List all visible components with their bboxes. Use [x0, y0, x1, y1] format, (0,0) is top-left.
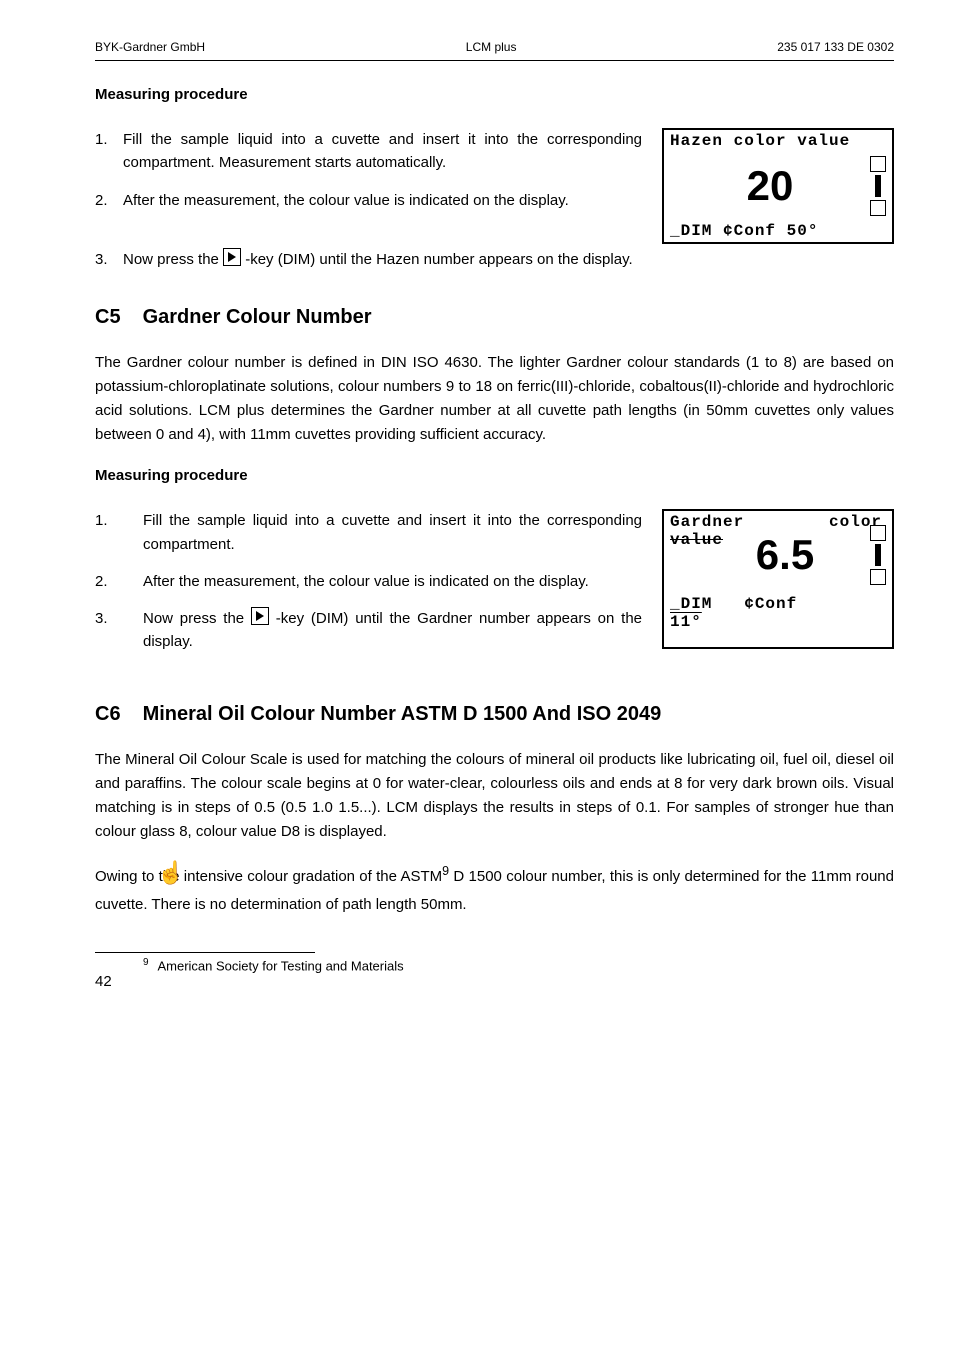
section-heading-c6: C6 Mineral Oil Colour Number ASTM D 1500…: [95, 703, 894, 726]
scroll-indicator: [870, 525, 886, 585]
lcd-footer: _DIM ¢Conf 50°: [670, 222, 886, 240]
scroll-box-icon: [870, 156, 886, 172]
lcd-title: Hazen color value: [670, 132, 886, 150]
list-number: 2.: [95, 570, 143, 593]
lcd-value: 20: [670, 162, 870, 210]
list-number: 3.: [95, 607, 143, 654]
list-number: 3.: [95, 248, 123, 271]
play-key-icon: [251, 607, 269, 625]
paragraph-c5: The Gardner colour number is defined in …: [95, 351, 894, 447]
page-number: 42: [95, 973, 894, 990]
list-text: After the measurement, the colour value …: [123, 189, 642, 212]
scroll-indicator: [870, 156, 886, 216]
section-title: Mineral Oil Colour Number ASTM D 1500 An…: [143, 703, 662, 726]
content-row-1: 1. Fill the sample liquid into a cuvette…: [95, 128, 894, 244]
list-text-b: -key (DIM) until the Hazen number appear…: [245, 251, 632, 268]
list-text-a: Now press the: [123, 251, 223, 268]
lcd-footer-line1: _DIM ¢Conf: [670, 595, 886, 613]
scroll-box-icon: [870, 200, 886, 216]
lcd-display-hazen: Hazen color value 20 _DIM ¢Conf 50°: [662, 128, 894, 244]
lcd-title-line2: value: [670, 531, 723, 549]
section-title: Gardner Colour Number: [143, 306, 372, 329]
list-item: 3. Now press the -key (DIM) until the Ha…: [95, 248, 894, 271]
ordered-list-2: 1. Fill the sample liquid into a cuvette…: [95, 509, 642, 653]
lcd-value-row: 20: [670, 156, 886, 216]
page-header: BYK-Gardner GmbH LCM plus 235 017 133 DE…: [95, 40, 894, 54]
ordered-list-1: 1. Fill the sample liquid into a cuvette…: [95, 128, 642, 212]
list-text: Fill the sample liquid into a cuvette an…: [143, 509, 642, 556]
list-item: 1. Fill the sample liquid into a cuvette…: [95, 128, 642, 175]
lcd-display-gardner: Gardner color value 6.5 _DIM ¢Conf 11°: [662, 509, 894, 649]
header-left: BYK-Gardner GmbH: [95, 40, 205, 54]
footnote-number: 9: [143, 957, 149, 968]
list-item: 2. After the measurement, the colour val…: [95, 189, 642, 212]
paragraph-c6-1: The Mineral Oil Colour Scale is used for…: [95, 748, 894, 844]
lcd-title-line1: Gardner color: [670, 513, 886, 531]
list-text-a: Now press the: [143, 610, 251, 627]
lcd-footer-line2: 11°: [670, 613, 886, 631]
footnote-text: American Society for Testing and Materia…: [157, 958, 403, 973]
footnote: 9 American Society for Testing and Mater…: [143, 957, 894, 973]
list-number: 1.: [95, 128, 123, 175]
text-col-2: 1. Fill the sample liquid into a cuvette…: [95, 509, 642, 667]
section-number: C5: [95, 306, 121, 329]
hand-icon: ☝: [157, 860, 184, 886]
list-item: 2. After the measurement, the colour val…: [95, 570, 642, 593]
list-item: 1. Fill the sample liquid into a cuvette…: [95, 509, 642, 556]
section-heading-c5: C5 Gardner Colour Number: [95, 306, 894, 329]
list-number: 2.: [95, 189, 123, 212]
paragraph-c6-2: Owing to the intensive colour gradation …: [95, 860, 894, 920]
list-item-3-row: 3. Now press the -key (DIM) until the Ha…: [95, 248, 894, 271]
list-text: Now press the -key (DIM) until the Gardn…: [143, 607, 642, 654]
list-text: Now press the -key (DIM) until the Hazen…: [123, 248, 894, 271]
header-right: 235 017 133 DE 0302: [777, 40, 894, 54]
list-text: Fill the sample liquid into a cuvette an…: [123, 128, 642, 175]
page: BYK-Gardner GmbH LCM plus 235 017 133 DE…: [0, 0, 954, 1351]
scroll-box-icon: [870, 525, 886, 541]
note-row: ☝ Owing to the intensive colour gradatio…: [95, 860, 894, 920]
list-text: After the measurement, the colour value …: [143, 570, 642, 593]
list-number: 1.: [95, 509, 143, 556]
list-item: 3. Now press the -key (DIM) until the Ga…: [95, 607, 642, 654]
para-c6-2a: Owing to the intensive colour gradation …: [95, 868, 442, 885]
text-col-1: 1. Fill the sample liquid into a cuvette…: [95, 128, 642, 226]
play-key-icon: [223, 248, 241, 266]
scroll-bar-icon: [875, 175, 881, 197]
scroll-bar-icon: [875, 544, 881, 566]
subheading-measuring-1: Measuring procedure: [95, 86, 894, 103]
header-rule: [95, 60, 894, 61]
section-number: C6: [95, 703, 121, 726]
footnote-rule: [95, 952, 315, 953]
scroll-box-icon: [870, 569, 886, 585]
content-row-2: 1. Fill the sample liquid into a cuvette…: [95, 509, 894, 667]
header-center: LCM plus: [466, 40, 517, 54]
subheading-measuring-2: Measuring procedure: [95, 467, 894, 484]
